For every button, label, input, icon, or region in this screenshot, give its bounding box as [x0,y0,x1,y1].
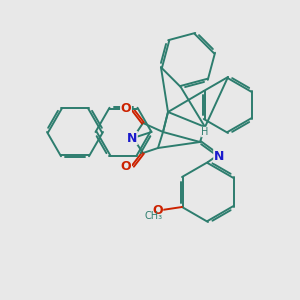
Text: O: O [121,160,131,173]
Text: CH₃: CH₃ [145,211,163,221]
Text: O: O [121,103,131,116]
Text: N: N [127,131,137,145]
Text: N: N [214,149,224,163]
Text: O: O [152,203,163,217]
Text: H: H [201,127,209,137]
